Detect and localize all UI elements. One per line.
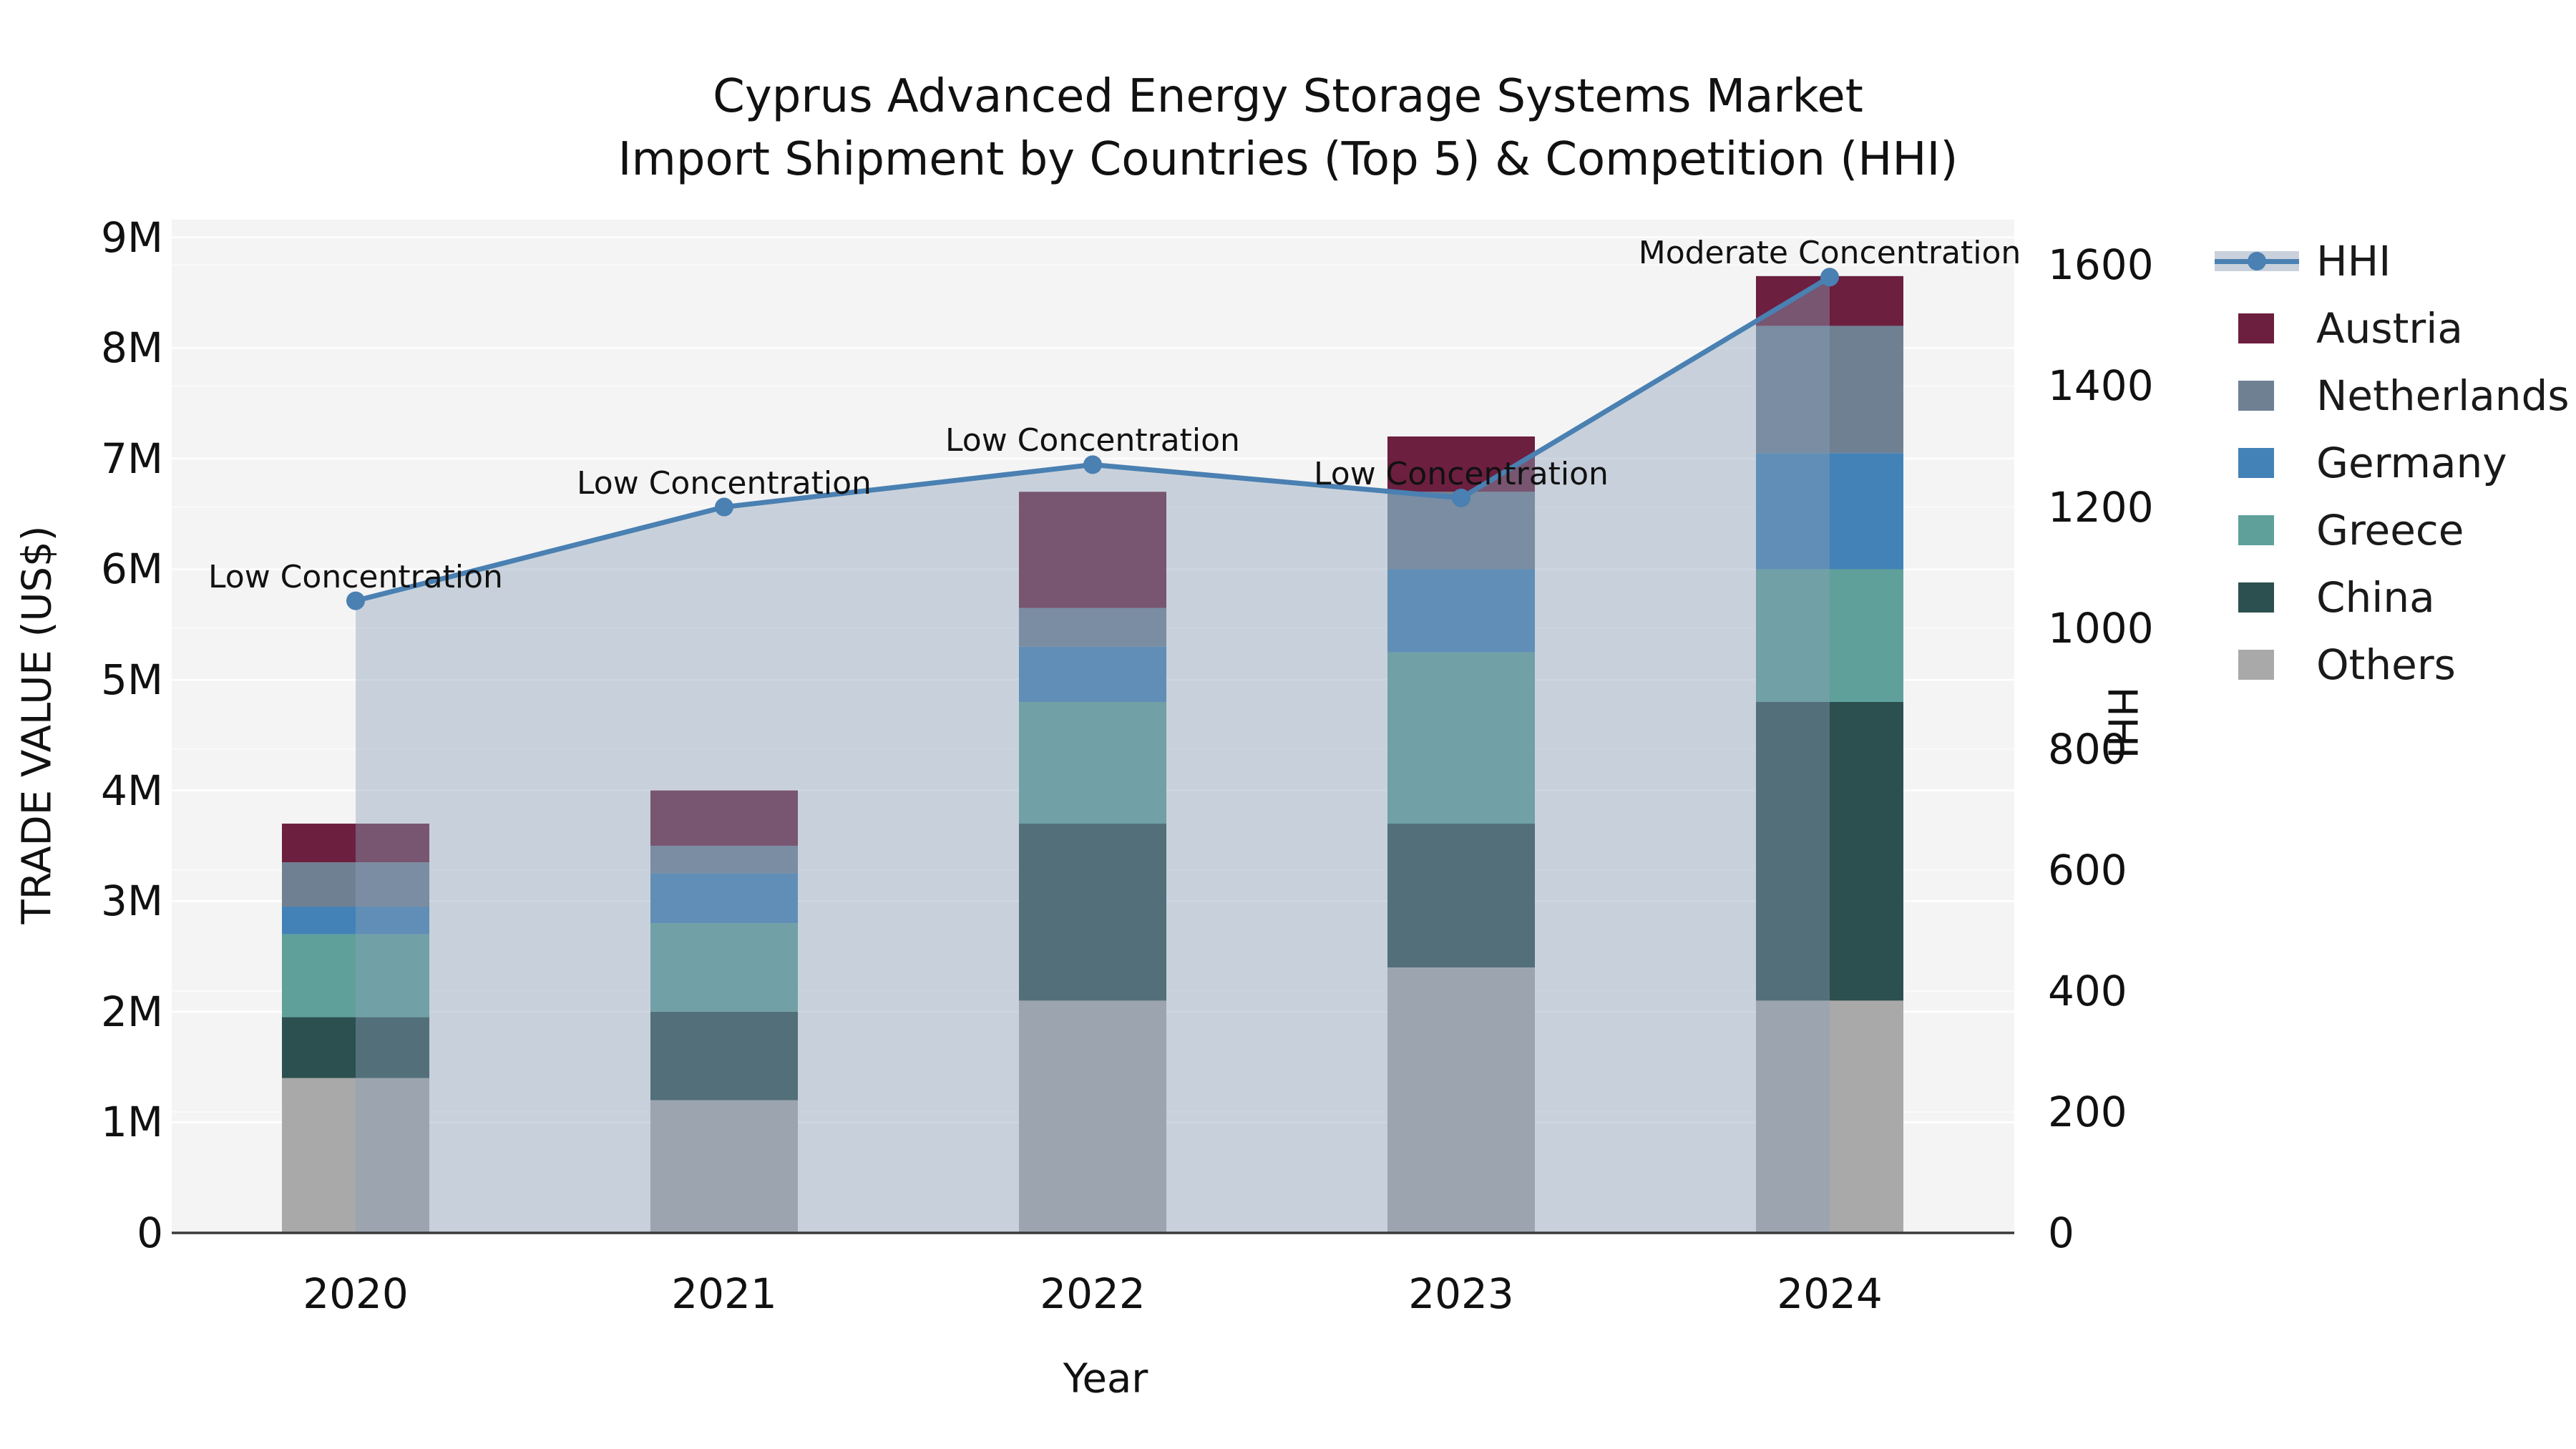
legend-swatch-icon bbox=[2215, 564, 2316, 631]
x-axis-tick-label: 2023 bbox=[1408, 1269, 1514, 1318]
bar-segment-china bbox=[1387, 824, 1535, 967]
color-swatch-icon bbox=[2238, 448, 2274, 478]
hhi-marker bbox=[1083, 455, 1102, 474]
hhi-area-swatch bbox=[2215, 251, 2299, 271]
bar-segment-netherlands bbox=[650, 845, 798, 874]
y-axis-tick-label: 8M bbox=[101, 323, 163, 373]
bar-segment-netherlands bbox=[282, 862, 429, 907]
color-swatch-icon bbox=[2238, 515, 2274, 545]
annotation-label: Low Concentration bbox=[208, 558, 503, 595]
legend-label: Others bbox=[2316, 640, 2456, 689]
bar-segment-austria bbox=[1387, 436, 1535, 492]
legend-label: China bbox=[2316, 573, 2435, 622]
hhi-marker bbox=[346, 591, 365, 610]
bar-segment-austria bbox=[650, 790, 798, 846]
bar-segment-netherlands bbox=[1019, 608, 1166, 647]
bar-segment-china bbox=[650, 1011, 798, 1101]
legend-item-germany: Germany bbox=[2215, 429, 2570, 497]
legend-item-china: China bbox=[2215, 564, 2570, 631]
color-swatch-icon bbox=[2238, 381, 2274, 411]
y2-axis-tick-label: 400 bbox=[2048, 966, 2127, 1015]
y-axis-title: TRADE VALUE (US$) bbox=[14, 525, 61, 924]
y2-axis-tick-label: 1000 bbox=[2048, 603, 2154, 653]
bar-segment-germany bbox=[282, 906, 429, 935]
chart-title-line2: Import Shipment by Countries (Top 5) & C… bbox=[618, 133, 1958, 186]
color-swatch-icon bbox=[2238, 650, 2274, 680]
y-axis-tick-label: 5M bbox=[101, 655, 163, 705]
legend-label: HHI bbox=[2316, 237, 2391, 286]
x-axis-tick-label: 2022 bbox=[1040, 1269, 1146, 1318]
annotation-label: Moderate Concentration bbox=[1638, 235, 2021, 272]
annotation-label: Low Concentration bbox=[945, 422, 1240, 459]
y-axis-tick-label: 3M bbox=[101, 877, 163, 926]
legend-item-others: Others bbox=[2215, 631, 2570, 698]
bar-segment-china bbox=[1019, 824, 1166, 1001]
bar-segment-china bbox=[282, 1017, 429, 1078]
legend-swatch-icon bbox=[2215, 497, 2316, 564]
y-axis-tick-label: 1M bbox=[101, 1098, 163, 1147]
legend-label: Austria bbox=[2316, 304, 2463, 353]
bar-segment-germany bbox=[1019, 646, 1166, 702]
legend-label: Germany bbox=[2316, 439, 2507, 487]
legend-item-austria: Austria bbox=[2215, 295, 2570, 362]
hhi-marker-icon bbox=[2248, 252, 2266, 270]
y-axis-tick-label: 9M bbox=[101, 213, 163, 262]
y2-axis-tick-label: 1400 bbox=[2048, 361, 2154, 411]
y2-axis-tick-label: 600 bbox=[2048, 845, 2127, 894]
bar-segment-others bbox=[282, 1078, 429, 1233]
hhi-marker bbox=[715, 497, 733, 517]
y-axis-tick-label: 4M bbox=[101, 766, 163, 815]
legend-swatch-icon bbox=[2215, 295, 2316, 362]
bar-segment-others bbox=[1756, 1000, 1903, 1233]
y2-axis-tick-label: 1200 bbox=[2048, 482, 2154, 532]
annotation-label: Low Concentration bbox=[577, 464, 872, 502]
y-axis-tick-label: 0 bbox=[137, 1209, 163, 1257]
color-swatch-icon bbox=[2238, 313, 2274, 343]
legend-swatch-icon bbox=[2215, 429, 2316, 497]
x-axis-title: Year bbox=[1063, 1355, 1148, 1402]
bar-segment-greece bbox=[650, 923, 798, 1012]
hhi-line-sample-icon bbox=[2215, 228, 2316, 295]
bar-segment-others bbox=[1019, 1000, 1166, 1233]
y-axis-tick-label: 6M bbox=[101, 545, 163, 594]
legend-item-netherlands: Netherlands bbox=[2215, 362, 2570, 429]
bar-segment-others bbox=[1387, 967, 1535, 1233]
color-swatch-icon bbox=[2238, 582, 2274, 613]
y-axis-tick-label: 7M bbox=[101, 434, 163, 483]
x-axis-tick-label: 2020 bbox=[303, 1269, 409, 1318]
bar-segment-netherlands bbox=[1756, 326, 1903, 454]
legend-item-greece: Greece bbox=[2215, 497, 2570, 564]
x-axis-tick-label: 2024 bbox=[1777, 1269, 1883, 1318]
bar-segment-greece bbox=[1019, 701, 1166, 824]
y2-axis-tick-label: 1600 bbox=[2048, 240, 2154, 290]
legend: HHI Austria Netherlands Germany Greece China O… bbox=[2215, 228, 2570, 698]
bar-segment-austria bbox=[282, 824, 429, 863]
y-axis-tick-label: 2M bbox=[101, 987, 163, 1036]
legend-label: Greece bbox=[2316, 506, 2464, 555]
bar-segment-germany bbox=[650, 873, 798, 924]
legend-swatch-icon bbox=[2215, 362, 2316, 429]
x-axis-tick-label: 2021 bbox=[671, 1269, 777, 1318]
bar-segment-greece bbox=[1387, 652, 1535, 824]
bar-segment-germany bbox=[1387, 569, 1535, 653]
bar-segment-germany bbox=[1756, 453, 1903, 570]
chart-title-line1: Cyprus Advanced Energy Storage Systems M… bbox=[713, 70, 1863, 123]
bar-segment-austria bbox=[1019, 492, 1166, 608]
legend-swatch-icon bbox=[2215, 631, 2316, 698]
hhi-marker bbox=[1452, 488, 1470, 507]
y2-axis-tick-label: 800 bbox=[2048, 724, 2127, 774]
bar-segment-greece bbox=[1756, 569, 1903, 702]
bar-segment-china bbox=[1756, 701, 1903, 1001]
annotation-label: Low Concentration bbox=[1314, 455, 1609, 492]
hhi-marker bbox=[1820, 268, 1839, 287]
y2-axis-tick-label: 200 bbox=[2048, 1087, 2127, 1136]
legend-item-hhi: HHI bbox=[2215, 228, 2570, 295]
bar-segment-others bbox=[650, 1100, 798, 1233]
y2-axis-tick-label: 0 bbox=[2048, 1209, 2074, 1257]
bar-segment-greece bbox=[282, 934, 429, 1018]
legend-label: Netherlands bbox=[2316, 371, 2570, 420]
